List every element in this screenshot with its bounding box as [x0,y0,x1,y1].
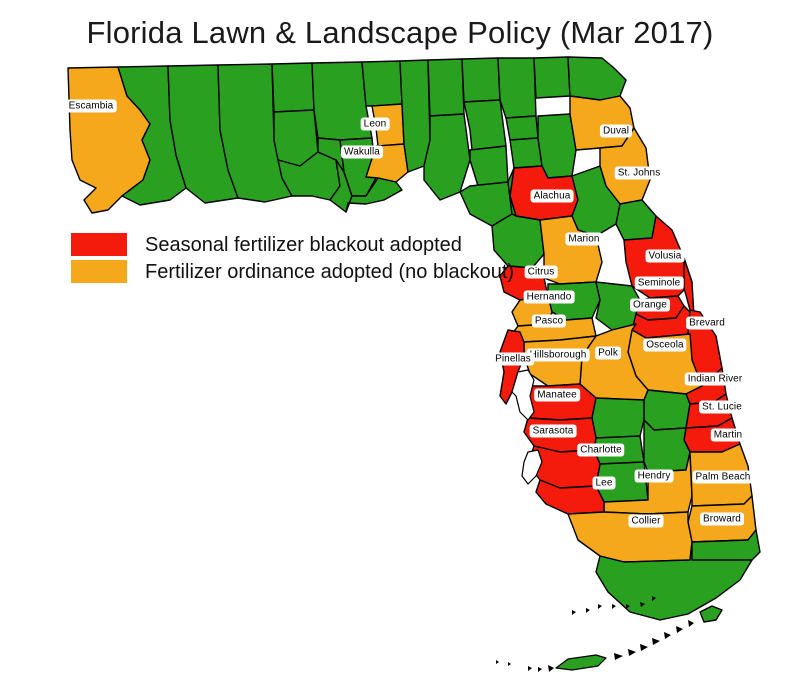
county-label-orange: Orange [631,299,669,311]
county-nassau [567,56,627,101]
legend-swatch-blackout [70,232,128,257]
county-label-polk: Polk [596,347,620,359]
county-label-st-johns: St. Johns [615,167,663,179]
county-label-hernando: Hernando [524,291,574,303]
county-madison [427,58,465,117]
county-baker [533,56,571,99]
tampa-bay-water [511,369,535,421]
county-label-palm-beach: Palm Beach [693,471,753,483]
county-label-lee: Lee [593,477,615,489]
county-label-citrus: Citrus [525,266,557,278]
county-label-broward: Broward [701,513,743,525]
county-label-collier: Collier [629,515,663,527]
county-label-duval: Duval [600,125,632,137]
county-taylor [423,113,471,201]
county-label-alachua: Alachua [531,190,573,202]
legend-swatch-ordinance [70,259,128,284]
county-label-charlotte: Charlotte [578,444,624,456]
county-label-indian-river: Indian River [685,373,745,385]
county-columbia [497,57,537,119]
county-label-martin: Martin [711,429,745,441]
county-label-escambia: Escambia [66,100,116,112]
county-suwannee [463,99,507,151]
legend-label-blackout: Seasonal fertilizer blackout adopted [145,233,462,256]
county-label-pinellas: Pinellas [493,353,533,365]
legend-item-blackout: Seasonal fertilizer blackout adopted [70,231,514,258]
county-okeechobee [643,389,691,431]
county-label-sarasota: Sarasota [530,425,576,437]
county-hardee [591,397,645,439]
county-gilchrist [507,167,517,217]
county-gadsden [361,60,403,107]
county-label-hillsborough: Hillsborough [527,349,589,361]
county-label-st-lucie: St. Lucie [700,401,744,413]
legend-item-ordinance: Fertilizer ordinance adopted (no blackou… [70,258,514,285]
county-flagler [615,199,657,241]
legend-label-ordinance: Fertilizer ordinance adopted (no blackou… [145,260,515,283]
county-holmes [271,62,315,113]
florida-keys [496,596,723,672]
county-union [505,115,539,141]
county-label-leon: Leon [361,118,389,130]
county-franklin [345,177,403,213]
page-title: Florida Lawn & Landscape Policy (Mar 201… [86,15,714,50]
county-putnam [571,165,621,237]
county-miami-dade [691,529,761,561]
county-lafayette [469,145,509,187]
county-hamilton [461,57,501,103]
county-label-osceola: Osceola [644,339,686,351]
charlotte-harbor-water [521,449,543,485]
county-label-wakulla: Wakulla [342,146,382,158]
county-label-marion: Marion [566,233,602,245]
county-label-seminole: Seminole [635,277,683,289]
map-legend: Seasonal fertilizer blackout adopted Fer… [70,231,514,285]
county-label-volusia: Volusia [646,250,684,262]
county-bradford [509,137,543,169]
county-label-pasco: Pasco [532,315,566,327]
county-label-hendry: Hendry [635,470,673,482]
county-label-manatee: Manatee [535,389,579,401]
county-label-brevard: Brevard [687,317,727,329]
